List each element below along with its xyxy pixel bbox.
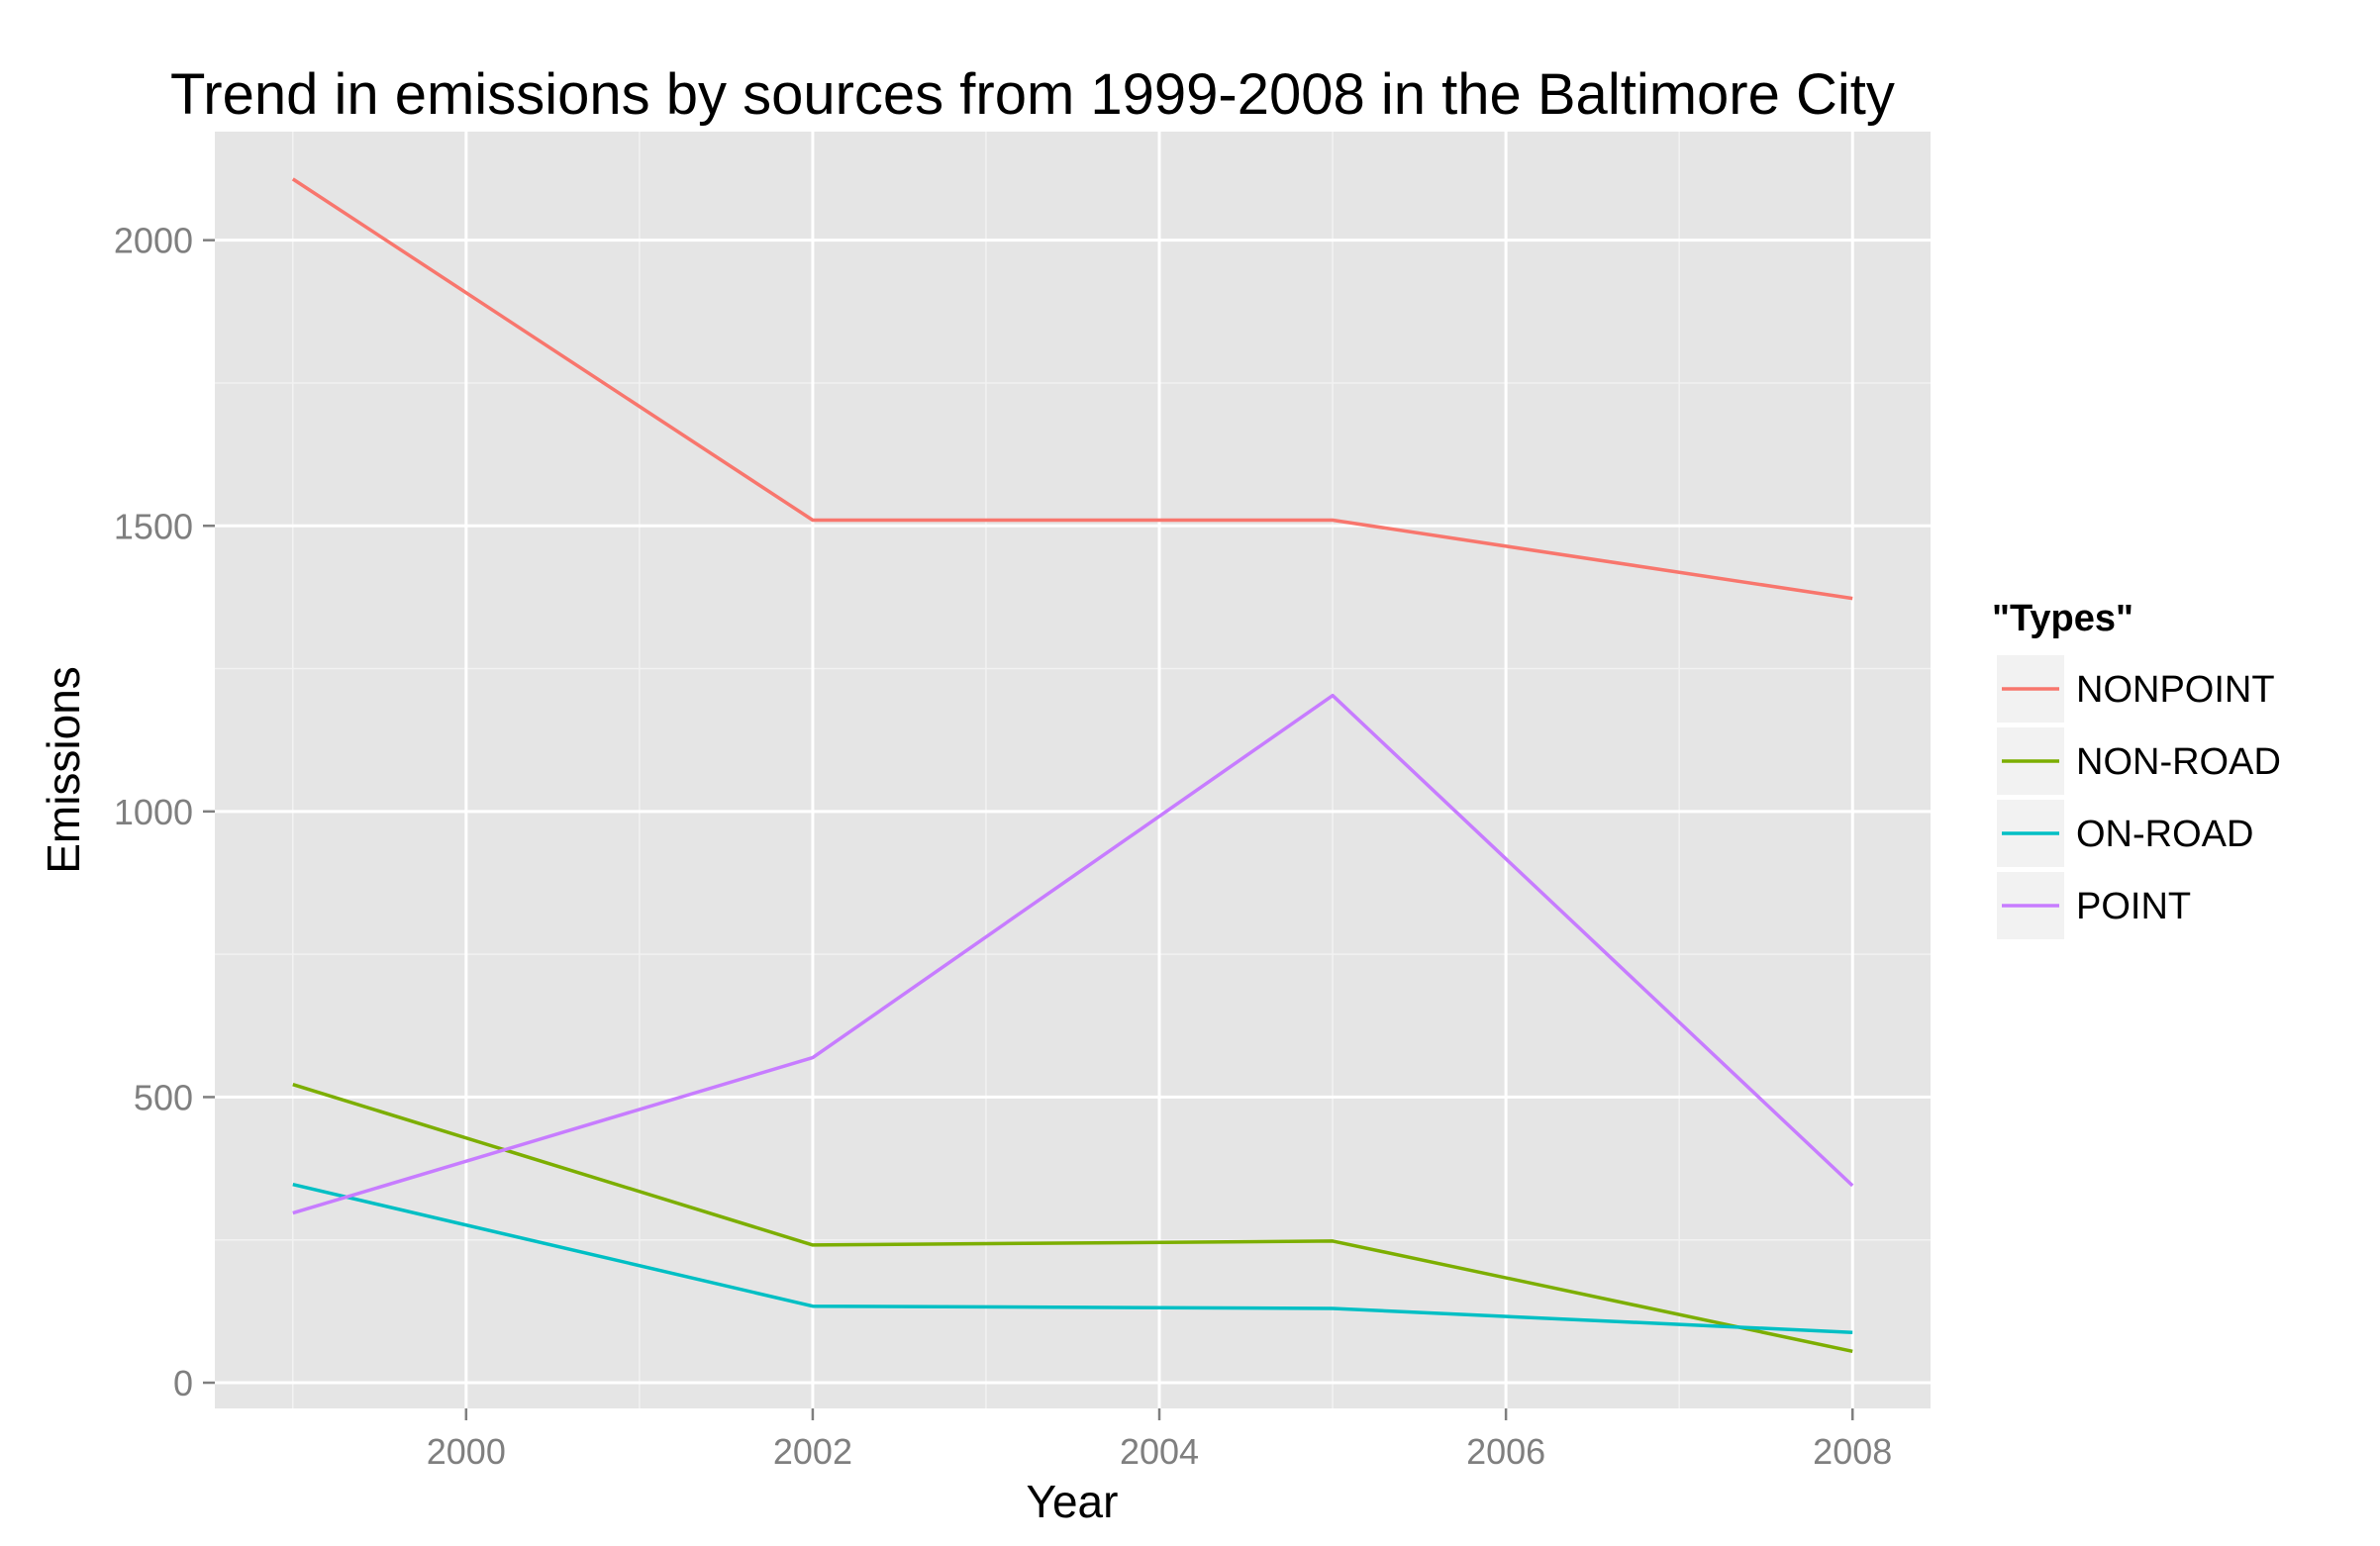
legend-item-point: POINT — [1997, 872, 2191, 939]
series-line-point — [292, 693, 1854, 1215]
y-tick-label: 1000 — [114, 792, 193, 832]
legend-item-nonpoint: NONPOINT — [1997, 655, 2275, 723]
x-tick-label: 2006 — [1466, 1431, 1545, 1472]
y-tick-label: 0 — [173, 1363, 193, 1403]
legend-item-non-road: NON-ROAD — [1997, 727, 2281, 795]
series-line-non-road — [292, 1083, 1853, 1354]
legend: "Types" NONPOINT NON-ROAD ON-ROAD POINT — [1992, 598, 2281, 939]
y-tick-label: 2000 — [114, 221, 193, 261]
legend-label: POINT — [2076, 886, 2191, 927]
legend-label: NONPOINT — [2076, 669, 2275, 711]
major-gridlines — [215, 132, 1931, 1408]
legend-label: NON-ROAD — [2076, 741, 2281, 783]
legend-item-on-road: ON-ROAD — [1997, 800, 2253, 867]
x-tick-label: 2008 — [1813, 1431, 1892, 1472]
y-tick-label: 1500 — [114, 506, 193, 546]
legend-title: "Types" — [1992, 598, 2133, 639]
plot-panel-background — [215, 132, 1931, 1408]
series-line-on-road — [292, 1182, 1853, 1334]
series-lines — [291, 177, 1854, 1354]
series-line-nonpoint — [291, 177, 1853, 601]
minor-gridlines — [215, 132, 1931, 1408]
x-axis-ticks: 2000 2002 2004 2006 2008 — [427, 1408, 1892, 1472]
y-axis-ticks: 0 500 1000 1500 2000 — [114, 221, 215, 1403]
x-axis-title: Year — [1027, 1476, 1119, 1527]
chart-title: Trend in emissions by sources from 1999-… — [170, 62, 1895, 127]
legend-label: ON-ROAD — [2076, 814, 2253, 855]
legend-items: NONPOINT NON-ROAD ON-ROAD POINT — [1997, 655, 2281, 939]
y-tick-label: 500 — [134, 1077, 193, 1117]
x-tick-label: 2000 — [427, 1431, 506, 1472]
y-axis-title: Emissions — [38, 666, 89, 874]
x-tick-label: 2004 — [1120, 1431, 1199, 1472]
x-tick-label: 2002 — [773, 1431, 852, 1472]
